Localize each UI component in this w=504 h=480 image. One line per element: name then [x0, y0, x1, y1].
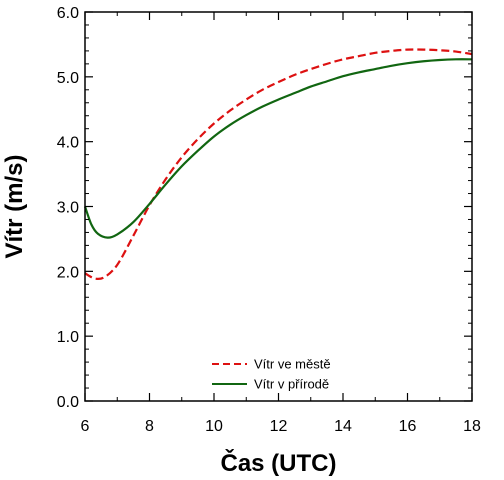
y-tick-label: 0.0 — [57, 394, 79, 411]
y-tick-label: 4.0 — [57, 135, 79, 152]
y-tick-label: 1.0 — [57, 329, 79, 346]
series-line-nature — [83, 58, 473, 239]
series-layer — [83, 48, 473, 281]
plot-frame — [84, 11, 473, 402]
legend: Vítr ve městě Vítr v přírodě — [212, 357, 331, 392]
y-tick-label: 5.0 — [57, 70, 79, 87]
x-tick-label: 18 — [463, 418, 481, 435]
x-tick-label: 14 — [334, 418, 352, 435]
legend-label-city: Vítr ve městě — [254, 357, 331, 372]
y-axis-title: Vítr (m/s) — [1, 154, 28, 258]
legend-label-nature: Vítr v přírodě — [254, 377, 329, 392]
series-line-city — [84, 48, 473, 281]
x-tick-label: 8 — [145, 418, 154, 435]
x-tick-label: 12 — [270, 418, 288, 435]
y-tick-label: 2.0 — [57, 264, 79, 281]
x-axis-title: Čas (UTC) — [220, 449, 336, 477]
y-tick-label: 3.0 — [57, 200, 79, 217]
x-tick-label: 16 — [399, 418, 417, 435]
tick-layer: 6 8 10 12 14 16 18 0.0 1.0 2.0 3.0 4.0 5.0 6.0 — [57, 5, 481, 435]
y-tick-label: 6.0 — [57, 5, 79, 22]
x-tick-label: 6 — [81, 418, 90, 435]
x-tick-label: 10 — [205, 418, 223, 435]
